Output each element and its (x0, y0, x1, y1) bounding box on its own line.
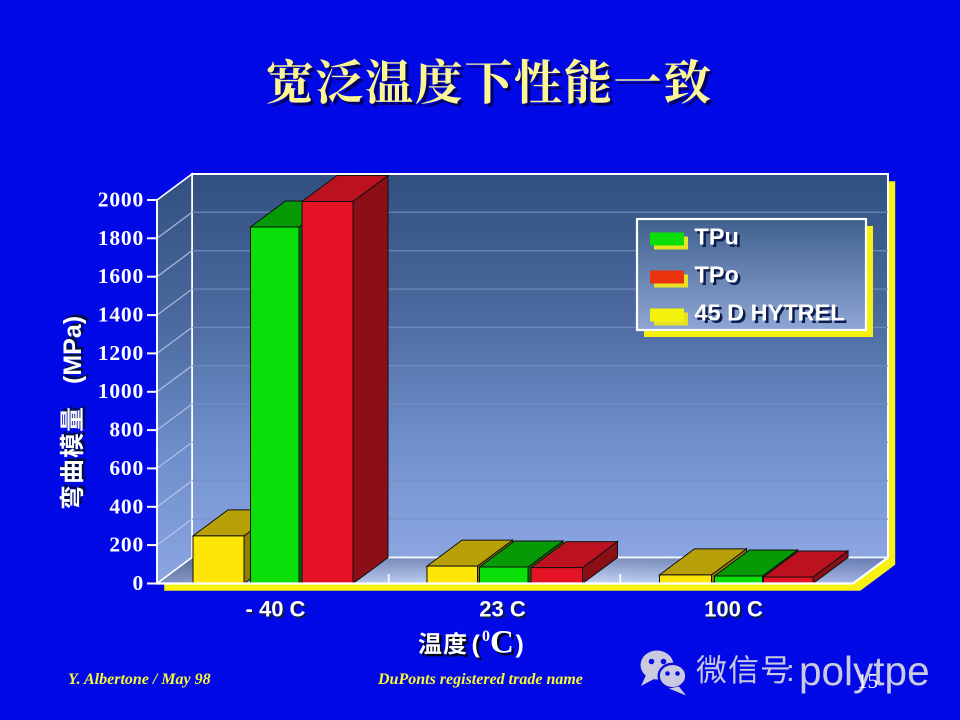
svg-text:2000: 2000 (98, 188, 144, 212)
svg-text:100 C: 100 C (704, 597, 763, 622)
svg-text:C: C (493, 627, 517, 663)
svg-text:TPo: TPo (697, 264, 741, 290)
svg-text::: : (786, 653, 795, 688)
svg-text:0: 0 (482, 628, 490, 645)
svg-text:100 C: 100 C (706, 599, 765, 624)
svg-text:1400: 1400 (98, 303, 144, 327)
svg-text:TPo: TPo (695, 262, 739, 288)
svg-text:(: ( (472, 631, 481, 659)
svg-text:600: 600 (109, 456, 144, 480)
svg-text:1200: 1200 (98, 341, 144, 365)
svg-text:(MPa): (MPa) (59, 316, 87, 384)
svg-text:200: 200 (109, 533, 144, 557)
svg-text:1000: 1000 (98, 379, 144, 403)
svg-text:23 C: 23 C (481, 599, 528, 624)
svg-text:1600: 1600 (98, 264, 144, 288)
svg-text:): ) (516, 631, 524, 659)
svg-text:15: 15 (857, 669, 878, 693)
svg-text:800: 800 (109, 418, 144, 442)
svg-text:DuPonts registered trade name: DuPonts registered trade name (377, 671, 583, 688)
svg-text:0: 0 (132, 571, 144, 595)
svg-text:TPu: TPu (697, 226, 741, 252)
svg-text:45 D HYTREL: 45 D HYTREL (697, 302, 847, 328)
svg-text:- 40 C: - 40 C (248, 599, 308, 624)
svg-text:45 D HYTREL: 45 D HYTREL (695, 300, 845, 326)
svg-text:TPu: TPu (695, 224, 739, 250)
svg-text:- 40 C: - 40 C (246, 597, 306, 622)
svg-text:(MPa): (MPa) (62, 313, 90, 381)
svg-text:(: ( (474, 633, 483, 661)
svg-text:Y. Albertone / May 98: Y. Albertone / May 98 (68, 671, 211, 688)
svg-text:23 C: 23 C (479, 597, 526, 622)
svg-text:polytpe: polytpe (799, 648, 930, 694)
svg-text:1800: 1800 (98, 226, 144, 250)
svg-text:C: C (490, 625, 514, 661)
svg-text:400: 400 (109, 494, 144, 518)
